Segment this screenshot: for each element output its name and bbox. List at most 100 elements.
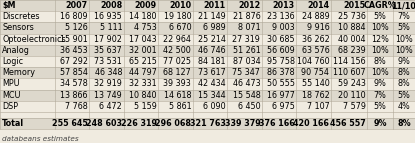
Text: 296 068: 296 068 — [155, 119, 191, 128]
Text: 114 156: 114 156 — [333, 57, 366, 66]
Text: databeans estimates: databeans estimates — [2, 136, 79, 142]
Text: Sensors: Sensors — [2, 23, 34, 32]
Bar — [0, 112, 415, 118]
Text: 63 576: 63 576 — [302, 46, 329, 55]
Text: 75 347: 75 347 — [232, 68, 260, 77]
Text: 34 578: 34 578 — [60, 79, 88, 88]
Bar — [0, 118, 415, 129]
Text: 321 763: 321 763 — [190, 119, 226, 128]
Text: 40 004: 40 004 — [338, 35, 366, 44]
Text: 67 292: 67 292 — [60, 57, 88, 66]
Text: 2013: 2013 — [273, 1, 295, 10]
Bar — [0, 45, 415, 56]
Text: 2007: 2007 — [66, 1, 88, 10]
Bar — [0, 34, 415, 45]
Text: 10 884: 10 884 — [338, 23, 366, 32]
Text: 5%: 5% — [374, 102, 386, 111]
Text: 376 166: 376 166 — [259, 119, 295, 128]
Text: 42 434: 42 434 — [198, 79, 226, 88]
Text: 27 319: 27 319 — [232, 35, 260, 44]
Text: 5 111: 5 111 — [100, 23, 122, 32]
Text: Discretes: Discretes — [2, 12, 39, 21]
Text: 456 557: 456 557 — [330, 119, 366, 128]
Text: 84 181: 84 181 — [198, 57, 226, 66]
Text: 32 001: 32 001 — [129, 46, 157, 55]
Text: 8%: 8% — [398, 79, 410, 88]
Text: 20 110: 20 110 — [338, 91, 366, 100]
Text: 11/10: 11/10 — [391, 1, 415, 10]
Text: MCU: MCU — [2, 91, 21, 100]
Text: 73 617: 73 617 — [198, 68, 226, 77]
Text: 2010: 2010 — [169, 1, 191, 10]
Text: Logic: Logic — [2, 57, 23, 66]
Text: 25 736: 25 736 — [338, 12, 366, 21]
Text: CAGR%: CAGR% — [364, 1, 396, 10]
Text: 6 975: 6 975 — [272, 102, 295, 111]
Text: 22 964: 22 964 — [164, 35, 191, 44]
Text: 2012: 2012 — [238, 1, 260, 10]
Text: 248 603: 248 603 — [86, 119, 122, 128]
Text: 51 261: 51 261 — [232, 46, 260, 55]
Text: 9%: 9% — [374, 79, 386, 88]
Text: 10%: 10% — [371, 46, 389, 55]
Bar — [0, 78, 415, 90]
Text: 13 866: 13 866 — [60, 91, 88, 100]
Text: 36 453: 36 453 — [60, 46, 88, 55]
Text: 21 876: 21 876 — [232, 12, 260, 21]
Text: $M: $M — [2, 1, 16, 10]
Text: 87 034: 87 034 — [233, 57, 260, 66]
Text: 5 861: 5 861 — [168, 102, 191, 111]
Text: 39 393: 39 393 — [164, 79, 191, 88]
Text: 25 214: 25 214 — [198, 35, 226, 44]
Text: 36 262: 36 262 — [302, 35, 329, 44]
Text: 110 607: 110 607 — [333, 68, 366, 77]
Text: 55 140: 55 140 — [302, 79, 329, 88]
Text: 10%: 10% — [395, 46, 413, 55]
Text: 68 239: 68 239 — [338, 46, 366, 55]
Text: 73 531: 73 531 — [95, 57, 122, 66]
Text: 32 331: 32 331 — [129, 79, 157, 88]
Text: 56 609: 56 609 — [267, 46, 295, 55]
Text: 10%: 10% — [371, 23, 389, 32]
Text: 7 768: 7 768 — [65, 102, 88, 111]
Text: 9 916: 9 916 — [307, 23, 329, 32]
Text: 86 378: 86 378 — [267, 68, 295, 77]
Text: 95 758: 95 758 — [267, 57, 295, 66]
Text: 7%: 7% — [398, 12, 410, 21]
Text: 77 025: 77 025 — [163, 57, 191, 66]
Text: 24 889: 24 889 — [302, 12, 329, 21]
Text: 5%: 5% — [398, 91, 410, 100]
Bar — [0, 0, 415, 11]
Text: 10 840: 10 840 — [129, 91, 157, 100]
Text: 44 797: 44 797 — [129, 68, 157, 77]
Text: 5 159: 5 159 — [134, 102, 157, 111]
Text: 7 579: 7 579 — [343, 102, 366, 111]
Text: 68 127: 68 127 — [164, 68, 191, 77]
Text: 2015: 2015 — [344, 1, 366, 10]
Text: 57 854: 57 854 — [60, 68, 88, 77]
Text: 13 749: 13 749 — [95, 91, 122, 100]
Text: 19 180: 19 180 — [164, 12, 191, 21]
Text: 16 935: 16 935 — [95, 12, 122, 21]
Text: 15 344: 15 344 — [198, 91, 226, 100]
Text: 6 670: 6 670 — [168, 23, 191, 32]
Text: 4 753: 4 753 — [134, 23, 157, 32]
Text: 2009: 2009 — [134, 1, 157, 10]
Text: 6 989: 6 989 — [203, 23, 226, 32]
Text: 23 136: 23 136 — [267, 12, 295, 21]
Text: 16 809: 16 809 — [60, 12, 88, 21]
Text: 17 043: 17 043 — [129, 35, 157, 44]
Text: 16 977: 16 977 — [267, 91, 295, 100]
Text: 6 450: 6 450 — [238, 102, 260, 111]
Text: 104 760: 104 760 — [297, 57, 329, 66]
Text: 18 762: 18 762 — [302, 91, 329, 100]
Text: 14 180: 14 180 — [129, 12, 157, 21]
Text: 6 472: 6 472 — [100, 102, 122, 111]
Text: 8%: 8% — [398, 68, 410, 77]
Text: 42 500: 42 500 — [164, 46, 191, 55]
Text: 8%: 8% — [374, 57, 386, 66]
Bar — [0, 56, 415, 67]
Text: 5%: 5% — [374, 12, 386, 21]
Text: 420 166: 420 166 — [293, 119, 329, 128]
Text: 8%: 8% — [397, 119, 411, 128]
